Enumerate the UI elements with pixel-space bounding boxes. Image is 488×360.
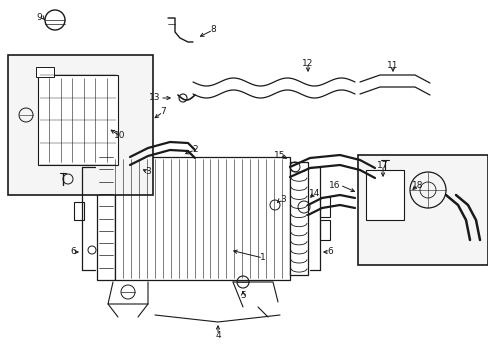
- Bar: [357, 155, 487, 265]
- Text: 12: 12: [302, 58, 313, 68]
- Bar: [319, 220, 329, 240]
- Bar: [74, 202, 84, 220]
- Text: 6: 6: [326, 248, 332, 256]
- Bar: [36, 67, 54, 77]
- Text: 7: 7: [160, 108, 165, 117]
- Text: 15: 15: [274, 150, 285, 159]
- Text: 6: 6: [70, 248, 76, 256]
- Text: 8: 8: [210, 26, 215, 35]
- Text: 4: 4: [215, 330, 221, 339]
- Bar: [319, 197, 329, 217]
- Bar: [365, 170, 403, 220]
- Bar: [38, 75, 118, 165]
- Text: 3: 3: [145, 167, 151, 176]
- Text: 9: 9: [36, 13, 42, 22]
- Text: 5: 5: [240, 291, 245, 300]
- Bar: [115, 157, 289, 280]
- Text: 13: 13: [148, 94, 160, 103]
- Bar: [97, 157, 115, 280]
- Text: 1: 1: [260, 253, 265, 262]
- Bar: [8, 55, 153, 195]
- Text: 3: 3: [280, 195, 285, 204]
- Text: 2: 2: [192, 145, 198, 154]
- Text: 17: 17: [376, 161, 388, 170]
- Text: 11: 11: [386, 60, 398, 69]
- Text: 14: 14: [309, 189, 320, 198]
- Text: 16: 16: [328, 180, 339, 189]
- Bar: [289, 162, 307, 275]
- Text: 10: 10: [114, 131, 125, 140]
- Text: 18: 18: [411, 180, 423, 189]
